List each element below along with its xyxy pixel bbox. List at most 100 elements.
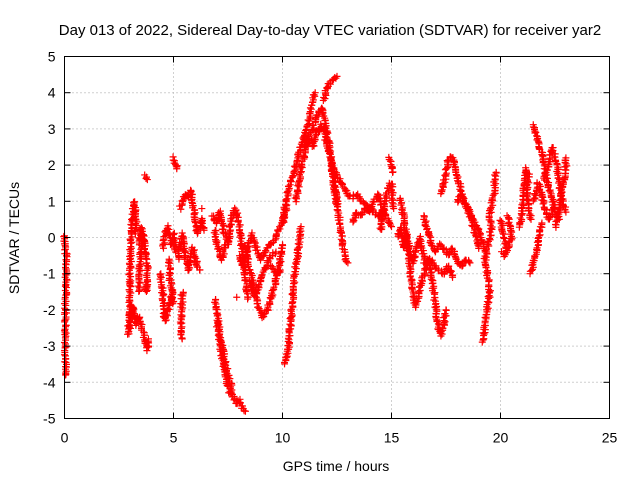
data-point bbox=[178, 313, 186, 321]
data-point bbox=[342, 258, 350, 266]
y-tick-label: 3 bbox=[48, 121, 56, 137]
data-point bbox=[137, 226, 145, 234]
data-point bbox=[427, 258, 435, 266]
data-point bbox=[144, 338, 152, 346]
data-point bbox=[323, 83, 331, 91]
data-point bbox=[292, 259, 300, 267]
data-point bbox=[537, 182, 545, 190]
data-point bbox=[177, 205, 185, 213]
data-point bbox=[244, 295, 252, 303]
axis-ticks bbox=[64, 56, 610, 419]
data-point bbox=[412, 299, 420, 307]
data-point bbox=[178, 295, 186, 303]
data-point bbox=[503, 212, 511, 220]
data-point bbox=[442, 306, 450, 314]
data-point bbox=[165, 302, 173, 310]
data-point bbox=[259, 252, 267, 260]
data-point bbox=[177, 331, 185, 339]
data-point bbox=[367, 204, 375, 212]
y-axis-label: SDTVAR / TECUs bbox=[6, 182, 22, 294]
data-point bbox=[165, 259, 173, 267]
data-point bbox=[562, 154, 570, 162]
data-point bbox=[254, 303, 262, 311]
data-point bbox=[416, 287, 424, 295]
data-point bbox=[389, 168, 397, 176]
data-point bbox=[425, 264, 433, 272]
data-point bbox=[531, 252, 539, 260]
y-tick-label: -5 bbox=[43, 411, 56, 427]
data-point bbox=[425, 232, 433, 240]
data-point bbox=[291, 194, 299, 202]
data-point bbox=[388, 223, 395, 231]
data-point bbox=[284, 187, 292, 195]
data-point bbox=[193, 262, 201, 270]
data-point bbox=[192, 254, 200, 262]
data-point bbox=[62, 343, 70, 351]
data-point bbox=[483, 298, 491, 306]
data-point bbox=[164, 222, 172, 230]
data-point bbox=[177, 320, 185, 328]
data-point bbox=[282, 196, 290, 204]
data-point bbox=[185, 258, 193, 266]
data-point bbox=[143, 176, 151, 184]
data-point bbox=[523, 195, 531, 203]
data-point bbox=[303, 134, 311, 142]
data-point bbox=[487, 231, 495, 239]
data-point bbox=[297, 223, 305, 231]
data-point bbox=[240, 257, 248, 265]
data-point bbox=[244, 262, 252, 270]
y-tick-label: 2 bbox=[48, 157, 56, 173]
data-point bbox=[374, 190, 382, 198]
data-point bbox=[255, 281, 263, 289]
data-point bbox=[417, 243, 425, 251]
y-tick-label: -2 bbox=[43, 302, 56, 318]
y-tick-label: 4 bbox=[48, 85, 56, 101]
data-point bbox=[496, 216, 504, 224]
data-point bbox=[282, 350, 290, 358]
data-point bbox=[441, 310, 449, 318]
data-point bbox=[518, 201, 526, 209]
data-point bbox=[538, 219, 546, 227]
data-point bbox=[427, 275, 435, 283]
data-point bbox=[302, 126, 310, 134]
data-point bbox=[379, 214, 387, 222]
x-tick-label: 15 bbox=[384, 430, 400, 446]
data-point bbox=[160, 291, 168, 299]
data-point bbox=[500, 235, 508, 243]
data-point bbox=[562, 208, 570, 216]
data-point bbox=[191, 217, 199, 225]
data-point bbox=[143, 277, 151, 285]
data-point bbox=[388, 165, 396, 173]
data-point bbox=[403, 247, 411, 255]
data-point bbox=[539, 159, 547, 167]
data-point bbox=[471, 231, 479, 239]
data-point bbox=[196, 266, 204, 274]
data-point bbox=[321, 123, 329, 131]
x-tick-labels: 0 5 10 15 20 25 bbox=[61, 430, 618, 446]
data-point bbox=[62, 371, 70, 379]
data-point bbox=[144, 335, 152, 343]
data-point bbox=[173, 165, 181, 173]
data-point bbox=[226, 226, 234, 234]
data-point bbox=[198, 223, 206, 231]
data-point bbox=[550, 153, 558, 161]
data-point bbox=[300, 152, 308, 160]
data-point bbox=[533, 238, 541, 246]
data-point bbox=[386, 219, 394, 227]
x-tick-label: 25 bbox=[602, 430, 618, 446]
data-point bbox=[295, 236, 303, 244]
data-point bbox=[540, 172, 548, 180]
y-tick-label: 1 bbox=[48, 193, 56, 209]
data-point bbox=[387, 221, 395, 229]
data-point bbox=[198, 205, 206, 213]
data-point bbox=[288, 311, 296, 319]
data-point bbox=[276, 223, 284, 231]
data-point bbox=[268, 287, 276, 295]
y-tick-label: -4 bbox=[43, 374, 56, 390]
data-point bbox=[245, 255, 253, 263]
data-point bbox=[62, 321, 70, 329]
data-point bbox=[504, 214, 512, 222]
data-point bbox=[165, 255, 173, 263]
chart-title: Day 013 of 2022, Sidereal Day-to-day VTE… bbox=[59, 22, 601, 39]
